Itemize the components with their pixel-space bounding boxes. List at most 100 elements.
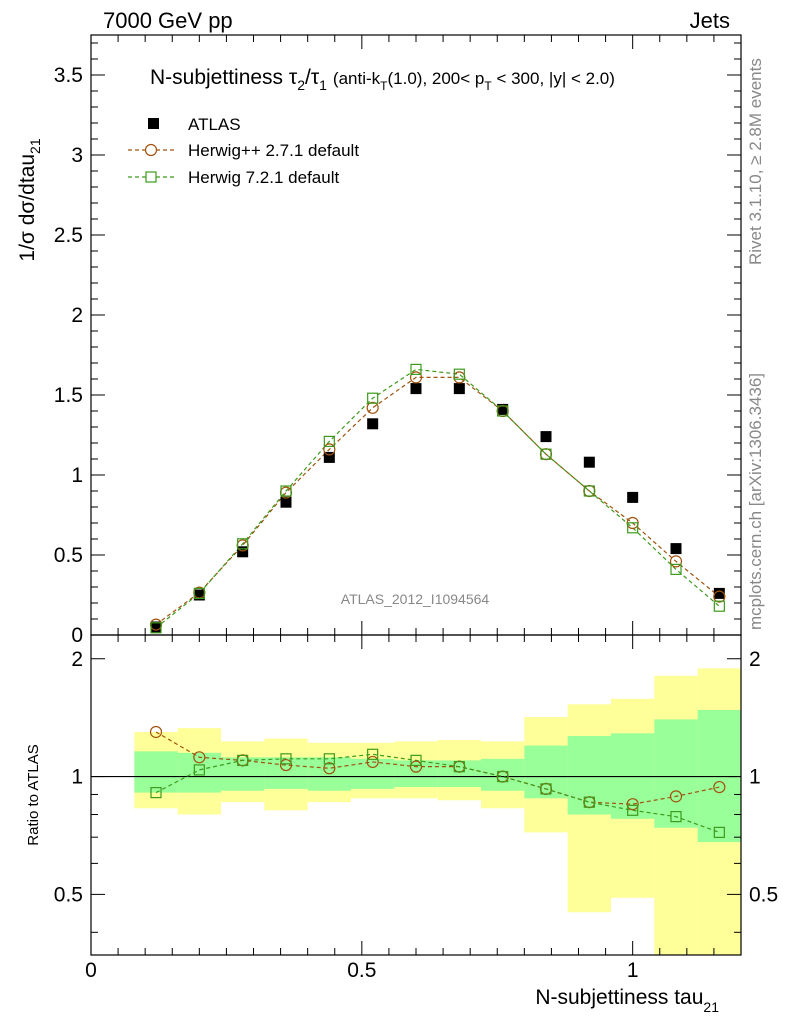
main-y-tick-label: 0 [71,624,83,647]
atlas-point [497,403,509,415]
ratio-band-inner [134,751,178,793]
atlas-point [670,543,682,555]
ratio-herwigpp-point [713,780,726,794]
ratio-herwig7-point [237,754,249,766]
main-y-tick-label: 1.5 [54,384,83,407]
herwigpp-point [323,443,336,456]
legend: ATLAS Herwig++ 2.7.1 default Herwig 7.2.… [128,115,359,187]
ratio-axis-ticks: 0.5 0.5 1 1 2 2 0 0.5 1 [54,635,778,982]
herwig7-point [453,368,465,380]
ratio-herwigpp-point [149,725,163,739]
atlas-point [367,418,379,430]
ratio-y-axis-label: Ratio to ATLAS [25,744,42,845]
herwig7-point [497,405,509,417]
ratio-herwig7-point [367,748,379,760]
ratio-herwigpp-point [409,760,423,773]
ratio-herwig7-point [627,804,639,816]
ratio-herwig7-point [670,811,682,823]
ratio-y-tick-label: 0.5 [54,883,83,906]
ratio-band-inner [177,752,221,793]
ratio-herwig7-point [280,753,292,765]
herwig7-point [193,587,205,600]
legend-label-herwig7: Herwig 7.2.1 default [188,168,339,187]
ratio-band-inner [264,757,308,789]
ratio-y-tick-label: 2 [71,648,83,671]
ratio-herwigpp-point [323,762,336,775]
ratio-herwigpp-point [193,751,206,764]
ratio-series-group [149,725,726,839]
legend-marker-herwigpp [144,143,158,157]
main-y-tick-label: 2.5 [54,224,83,247]
herwig7-point [627,522,639,534]
ratio-herwigpp-point [366,755,379,769]
ratio-herwigpp-point [279,758,293,772]
ratio-herwig7-line [155,753,720,833]
ratio-herwigpp-point [669,790,683,803]
main-y-tick-label: 3.5 [54,64,83,87]
herwig7-point [540,448,552,460]
header-left: 7000 GeV pp [103,8,233,33]
ratio-band-inner [394,760,438,788]
analysis-id-label: ATLAS_2012_I1094564 [341,591,490,607]
ratio-y-tick-label: 1 [71,766,83,789]
ratio-y-tick-label-right: 2 [749,648,761,671]
herwig7-point [583,485,595,497]
herwig7-point [237,538,249,550]
herwigpp-point [366,401,379,414]
ratio-herwigpp-point [626,798,639,811]
herwigpp-point [409,371,423,384]
header-right: Jets [690,8,730,33]
atlas-point [540,431,552,443]
ratio-herwig7-point [453,761,465,773]
atlas-point [453,383,465,395]
mcplots-label: mcplots.cern.ch [arXiv:1306.3436] [746,373,765,630]
herwig7-point [410,363,422,375]
ratio-y-tick-label-right: 0.5 [749,883,778,906]
ratio-band-inner [524,745,568,799]
herwig7-point [713,600,725,612]
ratio-y-tick-label-right: 1 [749,766,761,789]
legend-marker-herwig7 [145,171,157,183]
ratio-herwig7-point [540,783,552,795]
main-y-tick-label: 3 [71,144,83,167]
atlas-point [713,587,725,599]
main-axis-ticks: 0 0.5 1 1.5 2 2.5 3 3.5 [54,35,742,647]
x-tick-label: 0.5 [347,959,376,982]
legend-marker-atlas [148,118,159,129]
x-tick-label: 1 [627,959,639,982]
herwig7-point [670,563,682,576]
legend-label-atlas: ATLAS [188,115,241,134]
atlas-point [627,491,639,503]
main-y-axis-label: 1/σ dσ/dtau21 [16,138,43,261]
ratio-band-inner [654,719,698,828]
atlas-point [193,589,205,601]
atlas-point [583,456,595,468]
ratio-herwig7-point [583,796,595,808]
atlas-point [280,496,292,508]
atlas-point [410,383,422,395]
herwig7-point [323,435,335,447]
plot-title: N-subjettiness τ2/τ1 (anti-kT(1.0), 200< … [150,66,615,93]
herwig7-point [150,622,162,634]
ratio-herwig7-point [410,754,422,766]
ratio-herwig7-point [713,826,725,839]
legend-label-herwigpp: Herwig++ 2.7.1 default [188,141,359,160]
atlas-point [237,546,249,558]
ratio-herwigpp-line [155,731,720,805]
ratio-herwig7-point [497,770,509,783]
main-y-tick-label: 0.5 [54,544,83,567]
main-series-group [149,363,726,634]
herwig7-point [280,485,292,497]
herwigpp-point [669,555,683,568]
x-axis-label: N-subjettiness tau21 [535,986,719,1015]
herwigpp-line [155,376,720,626]
ratio-herwig7-point [323,753,335,765]
ratio-band-inner [221,757,265,791]
x-tick-label: 0 [85,959,97,982]
rivet-version-label: Rivet 3.1.10, ≥ 2.8M events [746,58,765,265]
atlas-point [150,621,162,633]
ratio-herwig7-point [150,786,162,799]
ratio-herwig7-point [193,764,205,776]
ratio-uncertainty-bands [91,668,741,955]
